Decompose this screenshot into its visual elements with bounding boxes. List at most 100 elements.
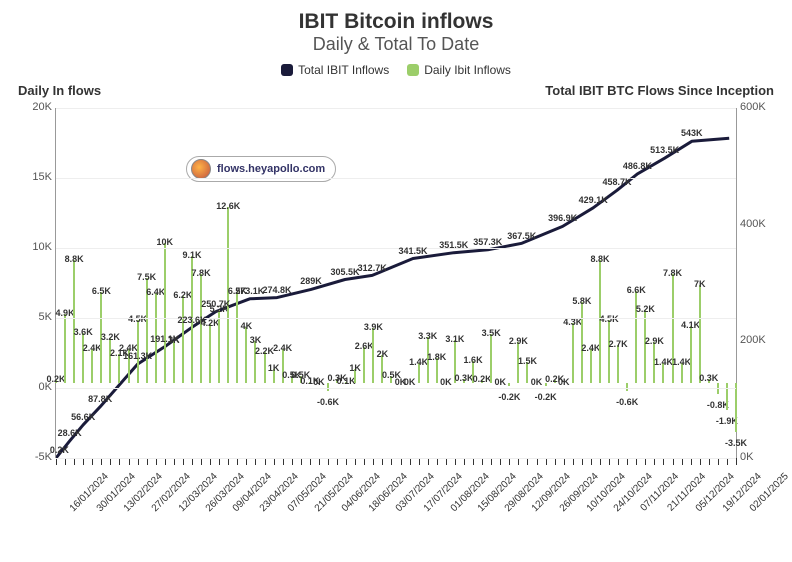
cumulative-label: 250.7K xyxy=(201,299,230,309)
cumulative-label: 396.9K xyxy=(548,213,577,223)
bar-value-label: 4K xyxy=(241,321,253,331)
bar-value-label: 4.1K xyxy=(681,320,700,330)
bar-value-label: 7K xyxy=(694,279,706,289)
left-tick: 20K xyxy=(18,101,52,113)
bar-value-label: 8.8K xyxy=(590,254,609,264)
daily-bar xyxy=(608,320,610,383)
daily-bar xyxy=(118,354,120,383)
legend-daily-swatch xyxy=(407,64,419,76)
left-tick: 0K xyxy=(18,381,52,393)
legend-total: Total IBIT Inflows xyxy=(281,63,389,77)
bar-value-label: 3.1K xyxy=(445,334,464,344)
bar-value-label: 2.9K xyxy=(509,336,528,346)
cumulative-label: 87.8K xyxy=(88,394,112,404)
bar-value-label: 3.3K xyxy=(418,331,437,341)
daily-bar xyxy=(617,345,619,383)
bar-value-label: 1.4K xyxy=(409,357,428,367)
right-tick: 400K xyxy=(740,218,782,230)
daily-bar xyxy=(209,324,211,383)
bar-value-label: 4.9K xyxy=(56,308,75,318)
daily-bar xyxy=(264,352,266,383)
cumulative-label: 458.7K xyxy=(602,177,631,187)
bar-value-label: 5.2K xyxy=(636,304,655,314)
bar-value-label: 0K xyxy=(495,377,507,387)
bar-value-label: 0K xyxy=(404,377,416,387)
bar-value-label: 3K xyxy=(250,335,262,345)
bar-value-label: 12.6K xyxy=(216,201,240,211)
left-tick: -5K xyxy=(18,451,52,463)
daily-bar xyxy=(218,310,220,383)
daily-bar xyxy=(64,314,66,383)
bar-value-label: 2.7K xyxy=(609,339,628,349)
bar-value-label: 2.6K xyxy=(355,341,374,351)
bar-value-label: 1.6K xyxy=(464,355,483,365)
daily-bar xyxy=(91,349,93,383)
daily-bar xyxy=(508,383,510,386)
bar-value-label: 1.5K xyxy=(518,356,537,366)
bar-value-label: 2.2K xyxy=(255,346,274,356)
right-tick: 200K xyxy=(740,334,782,346)
bar-value-label: 0.3K xyxy=(454,373,473,383)
bar-value-label: 0.1K xyxy=(337,376,356,386)
bar-value-label: 3.2K xyxy=(101,332,120,342)
plot-region: flows.heyapollo.com 0.2K4.9K8.8K3.6K2.4K… xyxy=(55,108,737,458)
cumulative-label: 486.8K xyxy=(623,161,652,171)
bar-value-label: 1K xyxy=(349,363,361,373)
cumulative-label: 0.2K xyxy=(50,445,69,455)
bar-value-label: 5.8K xyxy=(572,296,591,306)
legend: Total IBIT Inflows Daily Ibit Inflows xyxy=(0,63,792,77)
daily-bar xyxy=(182,296,184,383)
legend-daily: Daily Ibit Inflows xyxy=(407,63,511,77)
bar-value-label: 0.3K xyxy=(699,373,718,383)
bar-value-label: 6.4K xyxy=(146,287,165,297)
cumulative-label: 161.3K xyxy=(123,351,152,361)
bar-value-label: -0.6K xyxy=(616,397,638,407)
cumulative-label: 357.3K xyxy=(473,237,502,247)
bar-value-label: 0K xyxy=(313,377,325,387)
cumulative-label: 273.1K xyxy=(235,286,264,296)
bar-value-label: 1.4K xyxy=(672,357,691,367)
daily-bar xyxy=(572,323,574,383)
cumulative-label: 274.8K xyxy=(262,285,291,295)
legend-total-label: Total IBIT Inflows xyxy=(298,63,389,77)
bar-value-label: 3.9K xyxy=(364,322,383,332)
bar-value-label: 7.5K xyxy=(137,272,156,282)
cumulative-label: 513.5K xyxy=(650,145,679,155)
left-tick: 10K xyxy=(18,241,52,253)
bar-value-label: 1K xyxy=(268,363,280,373)
daily-bars: 0.2K4.9K8.8K3.6K2.4K6.5K3.2K2.1K2.4K4.5K… xyxy=(56,108,736,453)
daily-bar xyxy=(699,285,701,383)
daily-bar xyxy=(644,310,646,383)
bar-value-label: 7.8K xyxy=(663,268,682,278)
bar-value-label: 3.6K xyxy=(74,327,93,337)
bar-value-label: 6.6K xyxy=(627,285,646,295)
bar-value-label: 7.8K xyxy=(192,268,211,278)
bar-value-label: 4.5K xyxy=(600,314,619,324)
daily-bar xyxy=(490,334,492,383)
cumulative-label: 223.6K xyxy=(177,315,206,325)
cumulative-label: 312.7K xyxy=(358,263,387,273)
right-axis-title: Total IBIT BTC Flows Since Inception xyxy=(545,83,774,98)
bar-value-label: 0K xyxy=(558,377,570,387)
daily-bar xyxy=(200,274,202,383)
bar-value-label: 2K xyxy=(377,349,389,359)
chart-subtitle: Daily & Total To Date xyxy=(0,34,792,55)
bar-value-label: 0.2K xyxy=(473,374,492,384)
daily-bar xyxy=(236,292,238,383)
right-tick: 600K xyxy=(740,101,782,113)
bar-value-label: 3.5K xyxy=(482,328,501,338)
bar-value-label: -0.2K xyxy=(535,392,557,402)
daily-bar xyxy=(590,349,592,383)
legend-daily-label: Daily Ibit Inflows xyxy=(424,63,511,77)
bar-value-label: -0.2K xyxy=(498,392,520,402)
cumulative-label: 543K xyxy=(681,128,703,138)
bar-value-label: 9.1K xyxy=(182,250,201,260)
cumulative-label: 56.6K xyxy=(71,412,95,422)
daily-bar xyxy=(726,383,728,410)
bar-value-label: 0K xyxy=(440,377,452,387)
bar-value-label: 6.2K xyxy=(173,290,192,300)
left-tick: 15K xyxy=(18,171,52,183)
cumulative-label: 341.5K xyxy=(398,246,427,256)
daily-bar xyxy=(82,333,84,383)
axis-titles: Daily In flows Total IBIT BTC Flows Sinc… xyxy=(0,77,792,98)
